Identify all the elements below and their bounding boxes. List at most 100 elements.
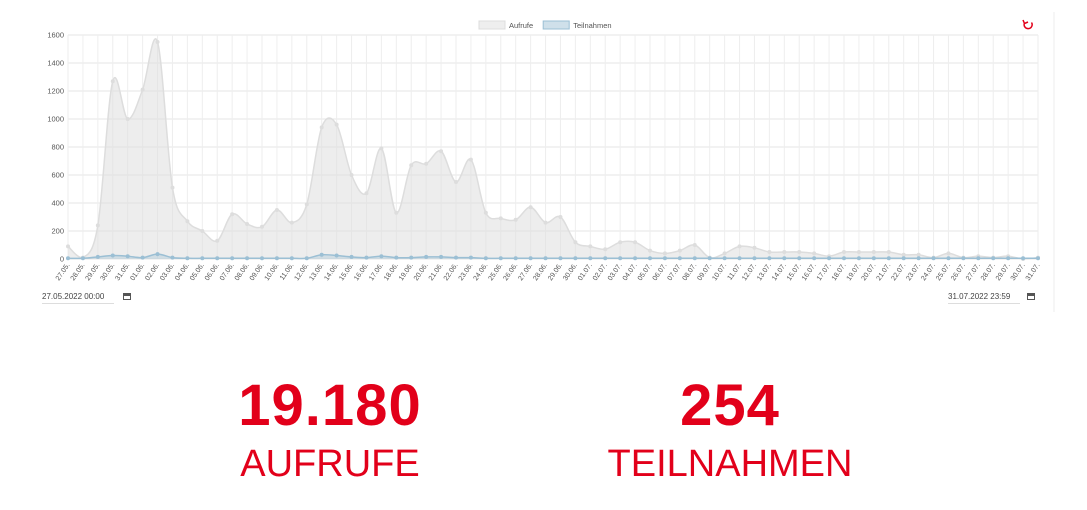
x-tick-label: 25.06. bbox=[488, 262, 505, 282]
calendar-icon[interactable] bbox=[122, 291, 132, 301]
point bbox=[722, 251, 727, 256]
point bbox=[274, 256, 279, 261]
chart: 0 200 400 600 800 1000 1200 1400 1600 27.05.28.05… bbox=[47, 12, 1055, 312]
point bbox=[782, 250, 787, 254]
x-tick-label: 23.07. bbox=[905, 262, 922, 282]
point bbox=[588, 244, 593, 249]
point bbox=[558, 256, 563, 261]
point bbox=[1021, 256, 1026, 261]
x-tick-label: 18.06. bbox=[383, 262, 400, 282]
x-tick-label: 22.07. bbox=[890, 262, 907, 282]
x-tick-label: 28.06. bbox=[532, 262, 549, 282]
point bbox=[289, 220, 294, 225]
x-tick-label: 08.06. bbox=[234, 262, 251, 282]
x-tick-label: 02.07. bbox=[592, 262, 609, 282]
x-tick-label: 15.06. bbox=[338, 262, 355, 282]
point bbox=[931, 256, 936, 261]
point bbox=[991, 256, 996, 261]
legend-swatch bbox=[542, 20, 570, 30]
y-tick-label: 1200 bbox=[47, 87, 64, 96]
reset-button[interactable] bbox=[1022, 19, 1033, 30]
point bbox=[618, 256, 623, 261]
point bbox=[498, 256, 503, 261]
point bbox=[633, 240, 638, 245]
point bbox=[349, 254, 354, 259]
point bbox=[230, 212, 235, 217]
point bbox=[140, 255, 145, 260]
point bbox=[289, 256, 294, 261]
y-tick-label: 600 bbox=[51, 171, 64, 180]
stat-label: AUFRUFE bbox=[240, 443, 420, 485]
point bbox=[95, 223, 100, 228]
date-from[interactable]: 27.05.2022 00:00 bbox=[42, 290, 114, 304]
x-tick-label: 17.07. bbox=[816, 262, 833, 282]
point bbox=[662, 251, 667, 256]
x-tick-label: 27.05. bbox=[55, 262, 72, 282]
point bbox=[245, 256, 250, 261]
y-tick-label: 1600 bbox=[47, 31, 64, 40]
point bbox=[125, 117, 130, 121]
x-tick-label: 04.07. bbox=[622, 262, 639, 282]
point bbox=[692, 243, 697, 247]
date-to[interactable]: 31.07.2022 23:59 bbox=[948, 290, 1020, 304]
point bbox=[827, 256, 832, 261]
point bbox=[439, 149, 444, 154]
point bbox=[274, 208, 279, 212]
x-tick-label: 22.06. bbox=[443, 262, 460, 282]
point bbox=[812, 256, 817, 261]
point bbox=[200, 256, 205, 261]
x-tick-label: 02.06. bbox=[144, 262, 161, 282]
y-tick-label: 800 bbox=[51, 143, 64, 152]
point bbox=[424, 254, 429, 259]
point bbox=[170, 255, 175, 260]
legend-label: Aufrufe bbox=[509, 21, 533, 30]
y-tick-label: 400 bbox=[51, 199, 64, 208]
point bbox=[245, 222, 250, 226]
point bbox=[633, 256, 638, 261]
point bbox=[1006, 256, 1011, 261]
x-tick-label: 19.07. bbox=[846, 262, 863, 282]
point bbox=[752, 245, 757, 250]
point bbox=[304, 202, 309, 207]
point bbox=[185, 219, 190, 224]
x-tick-label: 13.07. bbox=[756, 262, 773, 282]
x-tick-label: 10.07. bbox=[711, 262, 728, 282]
stat-value: 19.180 bbox=[238, 373, 422, 438]
point bbox=[260, 224, 264, 229]
x-tick-label: 28.07. bbox=[980, 262, 997, 282]
point bbox=[797, 250, 802, 254]
point bbox=[215, 238, 220, 243]
point bbox=[319, 252, 324, 257]
point bbox=[677, 256, 682, 261]
x-tick-label: 28.05. bbox=[70, 262, 87, 282]
x-tick-label: 06.06. bbox=[204, 262, 221, 282]
x-tick-label: 31.05. bbox=[114, 262, 131, 282]
point bbox=[1036, 256, 1040, 261]
x-tick-label: 31.07. bbox=[1025, 262, 1042, 282]
point bbox=[409, 163, 414, 168]
point bbox=[498, 216, 503, 221]
point bbox=[603, 247, 608, 252]
point bbox=[916, 252, 921, 257]
point bbox=[394, 255, 399, 260]
point bbox=[543, 256, 548, 261]
x-tick-label: 30.05. bbox=[100, 262, 117, 282]
x-tick-label: 07.06. bbox=[219, 262, 236, 282]
legend-swatch bbox=[478, 20, 506, 30]
x-tick-label: 21.06. bbox=[428, 262, 445, 282]
point bbox=[842, 250, 846, 254]
point bbox=[66, 256, 70, 261]
calendar-icon[interactable] bbox=[1026, 291, 1036, 301]
point bbox=[901, 256, 906, 261]
point bbox=[483, 210, 488, 215]
x-tick-label: 09.07. bbox=[696, 262, 713, 282]
point bbox=[558, 215, 563, 219]
x-tick-label: 01.07. bbox=[577, 262, 594, 282]
point bbox=[752, 256, 757, 261]
x-tick-label: 12.06. bbox=[294, 262, 311, 282]
point bbox=[409, 255, 414, 260]
x-tick-label: 29.05. bbox=[85, 262, 102, 282]
point bbox=[842, 256, 846, 261]
x-tick-label: 30.07. bbox=[1010, 262, 1027, 282]
